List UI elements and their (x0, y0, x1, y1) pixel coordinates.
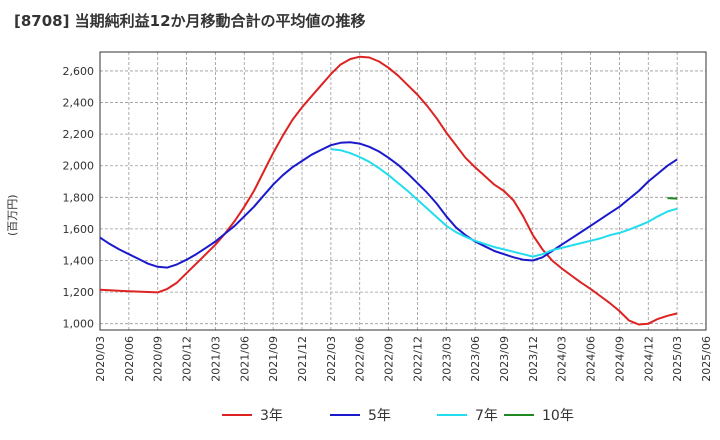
x-tick-label: 2022/06 (354, 336, 367, 382)
legend-item-7年: 7年 (437, 404, 498, 426)
series-line-5年 (99, 141, 678, 269)
x-tick-label: 2022/09 (383, 336, 396, 382)
x-tick-label: 2022/03 (325, 336, 338, 382)
y-tick-label: 2,600 (63, 65, 95, 78)
x-tick-label: 2021/09 (267, 336, 280, 382)
chart-legend: 3年 5年 7年 10年 (0, 404, 720, 428)
plot-area (100, 52, 706, 330)
series-line-3年 (99, 55, 678, 326)
x-tick-label: 2023/12 (527, 336, 540, 382)
y-tick-label: 1,400 (63, 255, 95, 268)
y-tick-label: 1,000 (63, 318, 95, 331)
series-line-7年 (330, 148, 678, 258)
legend-label: 10年 (542, 408, 574, 424)
x-tick-label: 2023/03 (440, 336, 453, 382)
x-tick-label: 2025/06 (700, 336, 713, 382)
x-tick-label: 2021/06 (238, 336, 251, 382)
x-tick-label: 2021/03 (209, 336, 222, 382)
legend-item-3年: 3年 (222, 404, 283, 426)
legend-label: 3年 (260, 408, 283, 424)
x-tick-label: 2020/06 (123, 336, 136, 382)
legend-swatch (504, 414, 534, 416)
legend-label: 7年 (475, 408, 498, 424)
y-tick-label: 2,400 (63, 97, 95, 110)
x-tick-label: 2024/03 (556, 336, 569, 382)
legend-swatch (437, 414, 467, 416)
legend-label: 5年 (368, 408, 391, 424)
x-tick-label: 2020/09 (152, 336, 165, 382)
chart-plot-svg: 1,000 1,200 1,400 1,600 1,800 2,000 2,200 2,400… (63, 51, 713, 382)
x-tick-label: 2023/06 (469, 336, 482, 382)
x-tick-label: 2021/12 (296, 336, 309, 382)
chart-title: [8708] 当期純利益12か月移動合計の平均値の推移 (14, 12, 366, 30)
y-tick-label: 2,200 (63, 128, 95, 141)
legend-item-10年: 10年 (504, 404, 574, 426)
y-tick-label: 2,000 (63, 160, 95, 173)
x-tick-label: 2022/12 (411, 336, 424, 382)
x-tick-label: 2023/09 (498, 336, 511, 382)
y-tick-label: 1,600 (63, 223, 95, 236)
plot-border (99, 51, 707, 331)
y-tick-label: 1,800 (63, 191, 95, 204)
x-tick-label: 2024/06 (585, 336, 598, 382)
series-line-10年 (667, 197, 678, 200)
y-tick-label: 1,200 (63, 286, 95, 299)
x-tick-label: 2025/03 (671, 336, 684, 382)
legend-item-5年: 5年 (330, 404, 391, 426)
x-tick-label: 2020/12 (181, 336, 194, 382)
legend-swatch (222, 414, 252, 416)
x-tick-label: 2024/09 (613, 336, 626, 382)
legend-swatch (330, 414, 360, 416)
x-tick-label: 2020/03 (94, 336, 107, 382)
x-tick-label: 2024/12 (642, 336, 655, 382)
